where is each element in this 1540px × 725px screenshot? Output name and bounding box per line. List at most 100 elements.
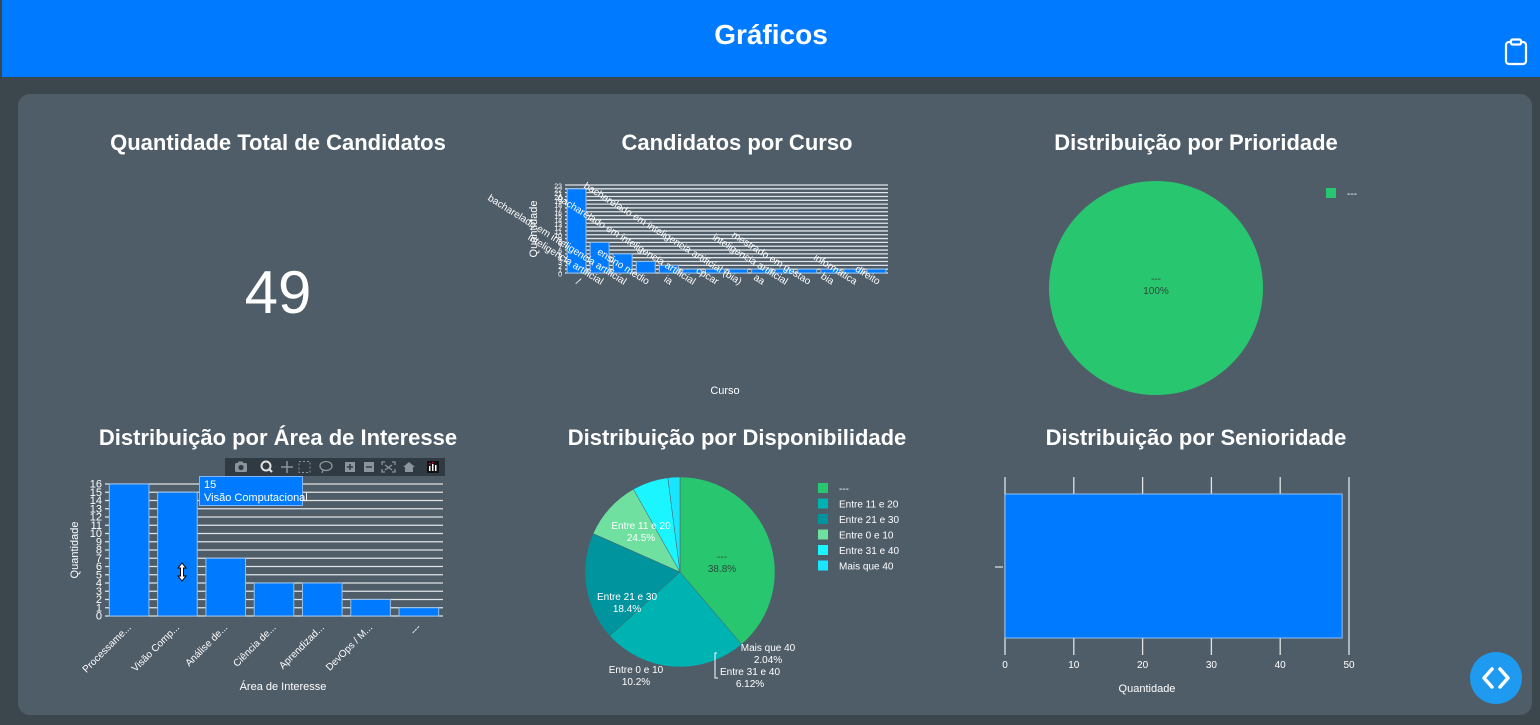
slice-label: Entre 21 e 30 [597,592,657,603]
bar[interactable] [301,582,343,617]
svg-text:3: 3 [558,260,562,267]
bar[interactable] [820,268,841,274]
x-tick-label: Ciência de... [231,622,278,669]
zoom-in-icon[interactable] [345,462,355,472]
slice-percent: 18.4% [613,604,641,615]
bar[interactable] [705,268,725,274]
x-tick-label: 40 [1275,660,1287,671]
svg-text:11: 11 [91,520,102,532]
svg-text:17: 17 [554,206,562,213]
zoom-icon[interactable] [260,460,273,473]
x-axis-title: Quantidade [1119,683,1176,695]
x-tick-label: 10 [1068,660,1080,671]
legend-item[interactable]: Entre 11 e 20 [818,498,899,511]
svg-text:Entre 31 e 40: Entre 31 e 40 [839,546,899,557]
legend-item[interactable]: --- [818,483,849,495]
svg-text:15: 15 [554,214,562,221]
svg-text:23: 23 [554,184,562,191]
curso-bar-chart[interactable]: 01234567891011121314151617181920212223/i… [486,170,920,405]
bar[interactable] [205,557,247,617]
slice-label: Entre 0 e 10 [609,665,664,676]
code-toggle-button[interactable] [1470,652,1522,704]
prioridade-pie-chart[interactable]: ---100%--- [1040,170,1380,405]
legend-item[interactable]: --- [1326,188,1357,200]
svg-text:5: 5 [96,569,102,581]
box-select-icon[interactable] [298,461,311,473]
x-tick-label: / [574,277,582,288]
bar[interactable] [658,264,679,274]
bar[interactable] [350,599,391,617]
pie-slice[interactable] [667,476,681,573]
reset-axes-icon[interactable] [403,462,415,472]
legend-item[interactable]: Entre 31 e 40 [818,545,899,557]
slice-percent: 100% [1143,286,1169,297]
bar[interactable] [1004,493,1343,639]
bar[interactable] [728,268,748,274]
bar[interactable] [866,268,887,274]
svg-text:0: 0 [96,611,102,623]
senioridade-title: Distribuição por Senioridade [1045,425,1347,450]
clipboard-icon[interactable] [1504,38,1528,66]
x-tick-label: 0 [1002,660,1008,671]
svg-text:1: 1 [558,268,562,275]
camera-icon[interactable] [235,461,247,473]
x-tick-label: 20 [1137,660,1149,671]
autoscale-icon[interactable] [381,461,396,473]
bar[interactable] [589,241,610,274]
area-bar-chart[interactable]: 012345678910111213141516Processame...Vis… [60,470,460,700]
plotly-logo-icon[interactable] [427,461,439,473]
app-header: Gráficos [2,0,1540,77]
bar[interactable] [253,582,295,617]
svg-text:Mais que 40: Mais que 40 [839,562,894,573]
svg-text:14: 14 [554,218,562,225]
pie-slice[interactable] [609,571,742,668]
bar[interactable] [157,491,198,617]
code-icon [1482,667,1510,689]
tooltip-value: 15 [204,479,217,491]
slice-label: --- [1151,274,1161,285]
senioridade-bar-chart[interactable]: 0 10 20 30 40 50 Quantidade [980,465,1370,700]
svg-text:16: 16 [554,210,562,217]
x-tick-label: direito [853,264,882,288]
pan-icon[interactable] [281,461,293,473]
zoom-out-icon[interactable] [364,462,374,472]
pie-slice[interactable] [584,533,681,637]
svg-text:11: 11 [555,229,562,236]
bar[interactable] [843,268,864,274]
bar[interactable] [108,483,150,617]
svg-text:Entre 11 e 20: Entre 11 e 20 [839,500,899,511]
svg-text:Entre 21 e 30: Entre 21 e 30 [839,515,899,526]
bar[interactable] [566,188,587,274]
bar[interactable] [751,268,772,274]
slice-percent: 38.8% [708,564,736,575]
x-tick-label: 30 [1206,660,1218,671]
svg-text:6: 6 [96,561,102,573]
x-tick-label: DevOps / M... [324,622,375,673]
y-axis-title: Quantidade [528,201,540,258]
legend-item[interactable]: Entre 21 e 30 [818,514,899,526]
tooltip-label: Visão Computacional [204,492,308,504]
pie-slice[interactable] [1049,181,1263,395]
svg-text:0: 0 [558,272,562,279]
bar[interactable] [797,268,818,274]
total-title: Quantidade Total de Candidatos [110,130,446,155]
svg-text:---: --- [1347,189,1357,200]
svg-text:13: 13 [554,222,562,229]
bar[interactable] [635,261,656,274]
svg-text:12: 12 [554,226,562,233]
bar[interactable] [398,607,440,617]
bar[interactable] [612,253,633,274]
svg-text:18: 18 [554,203,562,210]
svg-text:Entre 0 e 10: Entre 0 e 10 [839,531,894,542]
slice-label: Entre 11 e 20 [611,521,671,532]
pie-slice[interactable] [679,476,776,645]
x-tick-label: --- [409,622,424,637]
svg-text:13: 13 [90,503,102,515]
legend-item[interactable]: Mais que 40 [818,560,894,573]
lasso-icon[interactable] [319,460,333,474]
bar[interactable] [774,268,795,274]
legend-item[interactable]: Entre 0 e 10 [818,529,894,542]
bar[interactable] [681,268,702,274]
svg-text:6: 6 [558,249,562,256]
